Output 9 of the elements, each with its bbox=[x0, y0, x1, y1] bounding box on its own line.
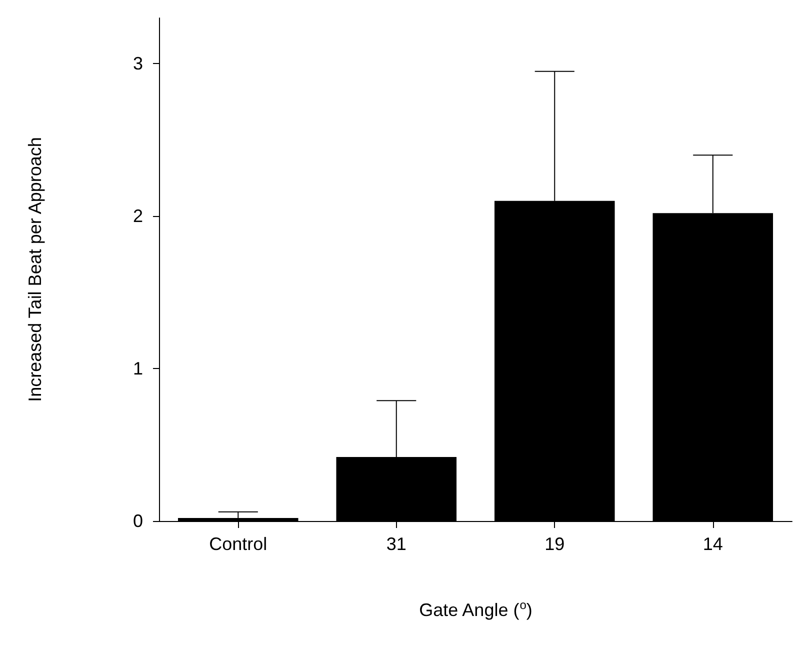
y-tick-label: 0 bbox=[132, 511, 143, 531]
x-tick-label: 14 bbox=[702, 534, 723, 554]
x-tick-label: Control bbox=[209, 534, 268, 554]
y-axis-title: Increased Tail Beat per Approach bbox=[25, 137, 45, 402]
y-tick-label: 1 bbox=[132, 358, 143, 379]
x-tick-label: 19 bbox=[544, 534, 565, 554]
y-tick-label: 2 bbox=[132, 206, 143, 226]
x-tick-label: 31 bbox=[386, 534, 406, 554]
y-tick-label: 3 bbox=[132, 54, 143, 74]
